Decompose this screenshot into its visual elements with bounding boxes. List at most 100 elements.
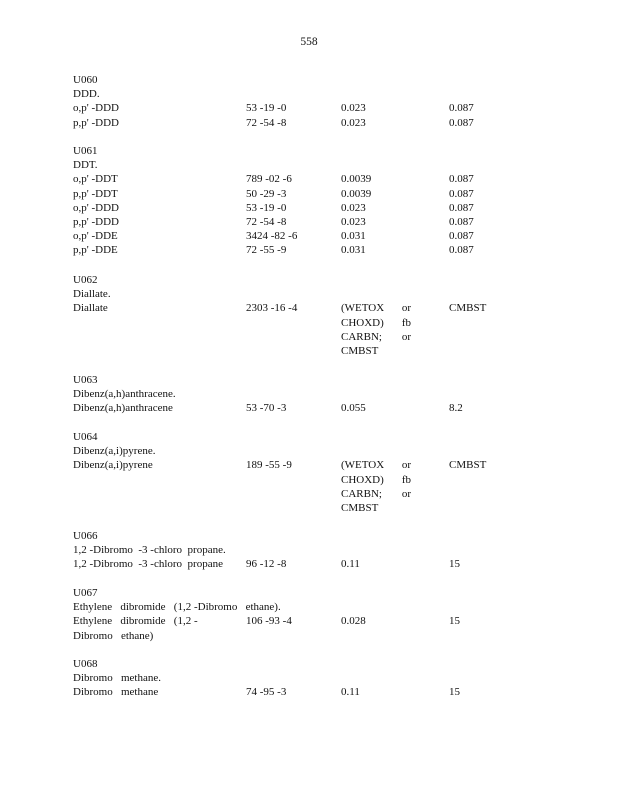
standard-line: 0.028 [341,614,411,628]
standard-line: CMBST [341,344,411,358]
word: 0.023 [341,102,366,115]
waste-code: U060 [73,74,98,86]
waste-code: U063 [73,374,98,386]
word: CHOXD) [341,473,384,486]
word: CHOXD) [341,316,384,329]
name-line: o,p' -DDE [73,230,118,243]
cas-number: 53 -70 -3 [246,402,287,415]
constituent-name: p,p' -DDE [73,243,118,257]
table-row: Dibenz(a,h)anthracene 53 -70 -3 0.055 8.2 [73,401,553,415]
standard-line: 0.023 [341,201,411,215]
cas-number: 53 -19 -0 [246,201,287,214]
standard-line: 0.055 [341,401,411,415]
constituent-name: Ethylene dibromide (1,2 - Dibromo ethane) [73,614,198,642]
cas-number: 3424 -82 -6 [246,230,298,243]
word: 0.0039 [341,187,372,200]
nonwastewater-standard: 0.087 [449,102,474,115]
constituent-name: p,p' -DDD [73,116,119,130]
section-title: Ethylene dibromide (1,2 -Dibromo ethane)… [73,601,281,614]
standard-line: (WETOX or [341,458,411,472]
word: or [401,487,411,500]
cas-number: 53 -19 -0 [246,102,287,115]
table-row: Dibromo methane 74 -95 -3 0.11 15 [73,685,553,699]
table-row: Ethylene dibromide (1,2 - Dibromo ethane)… [73,614,553,642]
word: 0.028 [341,615,366,628]
wastewater-standard: 0.11 [341,685,411,699]
standard-line: 0.023 [341,215,411,229]
wastewater-standard: 0.023 [341,215,411,229]
cas-number: 74 -95 -3 [246,686,287,699]
constituent-name: Dibenz(a,i)pyrene [73,458,153,472]
word: 0.023 [341,215,366,228]
wastewater-standard: (WETOX or CHOXD) fb CARBN; or CMBST [341,301,411,358]
word: CMBST [341,344,379,357]
section-title: 1,2 -Dibromo -3 -chloro propane. [73,544,226,557]
word: 0.0039 [341,173,372,186]
wastewater-standard: (WETOX or CHOXD) fb CARBN; or CMBST [341,458,411,515]
section-title: DDD. [73,88,100,101]
table-row: Diallate 2303 -16 -4 (WETOX or CHOXD) fb CARBN… [73,301,553,358]
nonwastewater-standard: 0.087 [449,215,474,228]
nonwastewater-standard: 0.087 [449,116,474,129]
nonwastewater-standard: 0.087 [449,244,474,257]
table-row: 1,2 -Dibromo -3 -chloro propane 96 -12 -8… [73,557,553,571]
table-row: o,p' -DDT 789 -02 -6 0.0039 0.087 [73,172,553,186]
name-line: Diallate [73,302,108,315]
waste-code: U062 [73,274,98,286]
wastewater-standard: 0.028 [341,614,411,628]
nonwastewater-standard: 15 [449,558,460,571]
wastewater-standard: 0.11 [341,557,411,571]
word: fb [401,473,411,486]
constituent-name: o,p' -DDD [73,101,119,115]
wastewater-standard: 0.023 [341,101,411,115]
standard-line: 0.023 [341,116,411,130]
nonwastewater-standard: 15 [449,615,460,628]
cas-number: 72 -55 -9 [246,244,287,257]
nonwastewater-standard: 15 [449,686,460,699]
name-line: Dibenz(a,i)pyrene [73,459,153,472]
constituent-name: 1,2 -Dibromo -3 -chloro propane [73,557,223,571]
section-u068: U068 Dibromo methane. Dibromo methane 74 -9… [73,657,553,700]
name-line: Dibromo ethane) [73,629,154,642]
table-row: o,p' -DDD 53 -19 -0 0.023 0.087 [73,101,553,115]
constituent-name: o,p' -DDD [73,201,119,215]
word: CARBN; [341,487,382,500]
standard-line: 0.11 [341,685,411,699]
section-title: Dibenz(a,h)anthracene. [73,388,176,401]
standard-line: 0.11 [341,557,411,571]
name-line: p,p' -DDD [73,116,119,129]
word: fb [401,316,411,329]
table-row: p,p' -DDD 72 -54 -8 0.023 0.087 [73,116,553,130]
section-title: Diallate. [73,288,111,301]
cas-number: 789 -02 -6 [246,173,292,186]
waste-code: U066 [73,530,98,542]
constituent-name: o,p' -DDE [73,229,118,243]
table-row: o,p' -DDD 53 -19 -0 0.023 0.087 [73,201,553,215]
word: 0.11 [341,686,360,699]
standard-line: CHOXD) fb [341,316,411,330]
word: or [401,459,411,472]
cas-number: 2303 -16 -4 [246,302,298,315]
section-u063: U063 Dibenz(a,h)anthracene. Dibenz(a,h)ant… [73,373,553,416]
word: (WETOX [341,459,385,472]
name-line: o,p' -DDT [73,173,118,186]
section-u064: U064 Dibenz(a,i)pyrene. Dibenz(a,i)pyrene 1… [73,430,553,515]
waste-code: U064 [73,431,98,443]
nonwastewater-standard: CMBST [449,459,487,472]
constituent-name: p,p' -DDD [73,215,119,229]
constituent-name: o,p' -DDT [73,172,118,186]
cas-number: 72 -54 -8 [246,116,287,129]
name-line: p,p' -DDE [73,244,118,257]
section-title: Dibenz(a,i)pyrene. [73,445,156,458]
standard-line: 0.031 [341,229,411,243]
standard-line: CMBST [341,501,411,515]
word: 0.023 [341,201,366,214]
wastewater-standard: 0.055 [341,401,411,415]
nonwastewater-standard: 0.087 [449,230,474,243]
constituent-name: p,p' -DDT [73,187,118,201]
cas-number: 72 -54 -8 [246,215,287,228]
word: 0.031 [341,244,366,257]
cas-number: 96 -12 -8 [246,558,287,571]
constituent-name: Dibenz(a,h)anthracene [73,401,173,415]
word: CARBN; [341,330,382,343]
